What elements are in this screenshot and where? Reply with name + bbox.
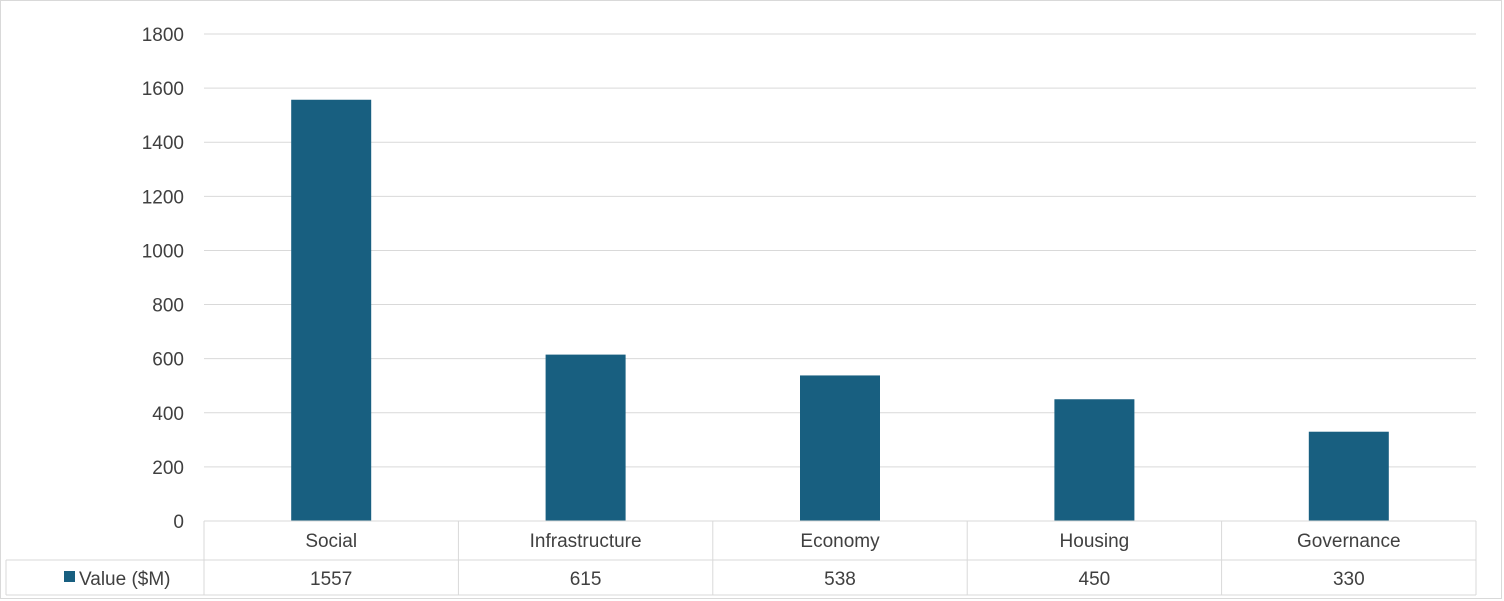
bar-social	[291, 99, 372, 522]
bar-infrastructure	[545, 354, 626, 521]
y-tick-label: 200	[152, 458, 184, 479]
y-tick-label: 1000	[142, 241, 184, 262]
x-category-label: Economy	[800, 531, 880, 552]
y-tick-label: 1200	[142, 187, 184, 208]
data-label: 1557	[310, 569, 352, 590]
gridlines	[204, 33, 1476, 468]
y-tick-label: 1400	[142, 133, 184, 154]
y-tick-label: 400	[152, 404, 184, 425]
y-tick-label: 800	[152, 296, 184, 317]
bar-governance	[1308, 431, 1389, 521]
bar-housing	[1054, 399, 1135, 521]
legend-square-icon	[64, 571, 75, 582]
y-tick-label: 0	[173, 512, 184, 533]
y-tick-label: 600	[152, 350, 184, 371]
bar-economy	[800, 375, 880, 521]
legend-label: Value ($M)	[79, 569, 171, 590]
data-table: Social 1557 Infrastructure 615 Economy 538 Hou…	[5, 520, 1477, 596]
data-label: 330	[1333, 569, 1365, 590]
x-category-label: Infrastructure	[530, 531, 642, 552]
y-axis-ticks: 0 200 400 600 800 1000 1200 1400 1600 1800	[142, 25, 184, 533]
y-tick-label: 1600	[142, 79, 184, 100]
x-category-label: Housing	[1060, 531, 1130, 552]
bars	[291, 99, 1389, 522]
x-category-label: Governance	[1297, 531, 1401, 552]
x-category-label: Social	[305, 531, 357, 552]
data-label: 450	[1079, 569, 1111, 590]
y-tick-label: 1800	[142, 25, 184, 46]
data-label: 615	[570, 569, 602, 590]
data-label: 538	[824, 569, 856, 590]
